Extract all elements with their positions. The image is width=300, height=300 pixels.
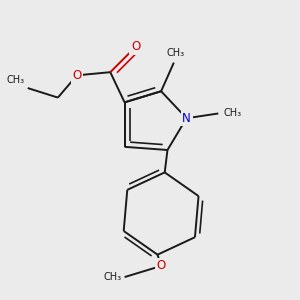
Text: CH₃: CH₃ bbox=[223, 109, 241, 118]
Text: O: O bbox=[72, 69, 82, 82]
Text: O: O bbox=[131, 40, 140, 53]
Text: CH₃: CH₃ bbox=[167, 48, 184, 58]
Text: CH₃: CH₃ bbox=[103, 272, 122, 282]
Text: O: O bbox=[157, 260, 166, 272]
Text: N: N bbox=[182, 112, 191, 125]
Text: CH₃: CH₃ bbox=[6, 75, 25, 85]
